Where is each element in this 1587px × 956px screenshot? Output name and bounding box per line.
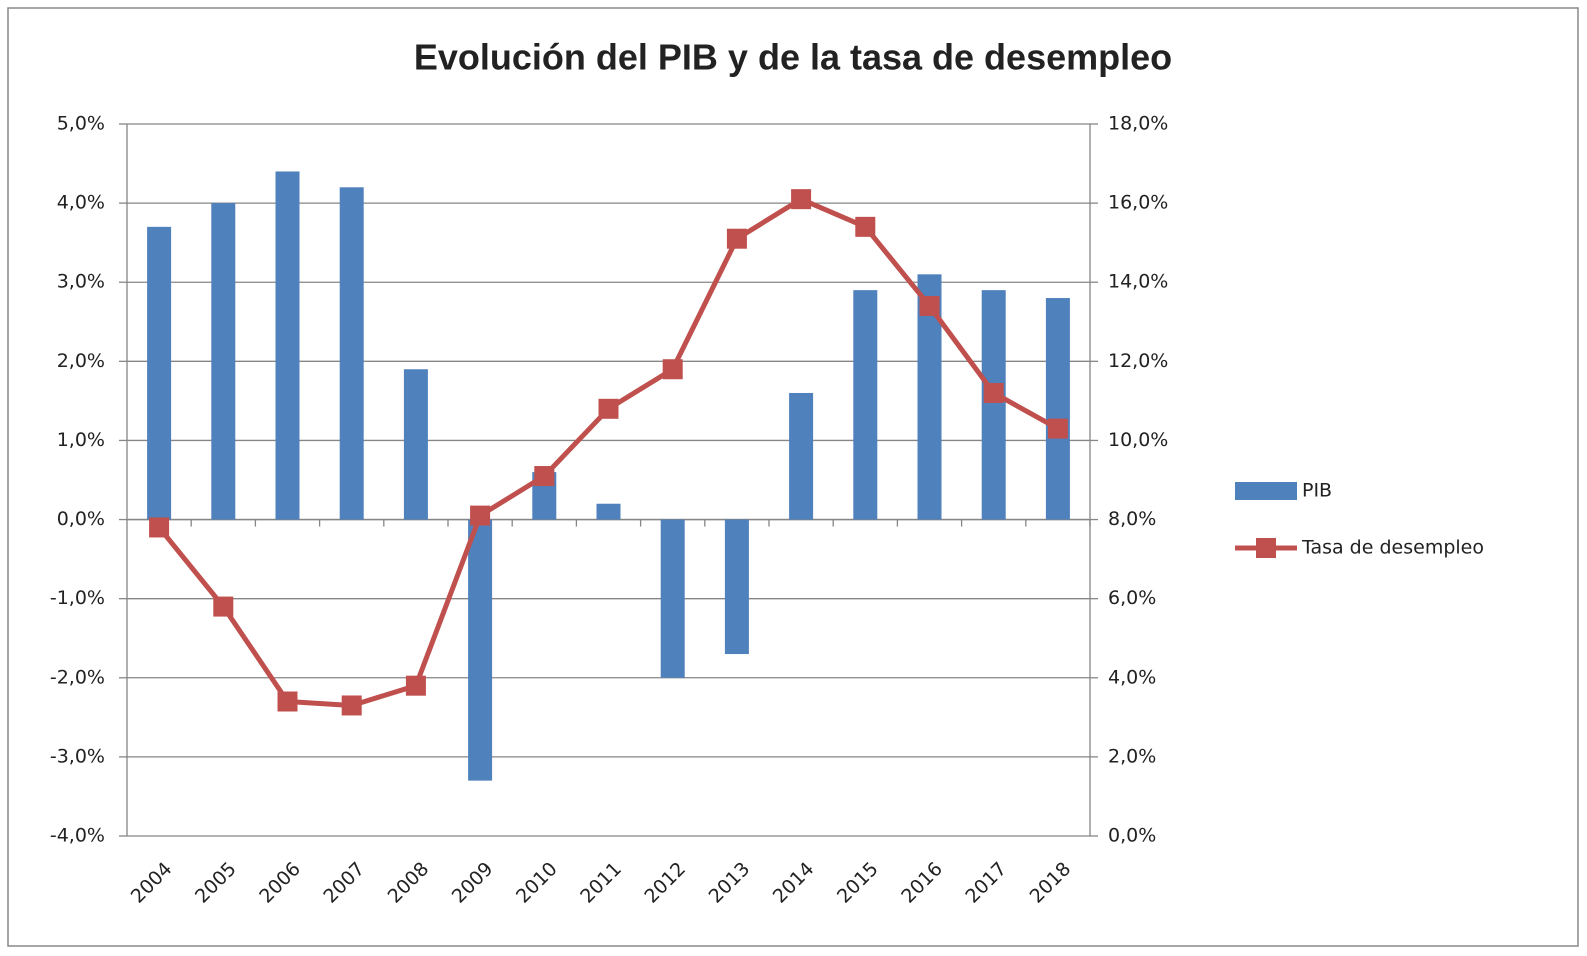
y2-tick-label: 4,0% — [1108, 666, 1156, 688]
bar — [981, 290, 1006, 520]
bar — [660, 519, 685, 678]
bar — [724, 519, 749, 655]
line-marker — [919, 295, 940, 316]
y2-tick-label: 6,0% — [1108, 587, 1156, 609]
y2-tick-label: 8,0% — [1108, 508, 1156, 530]
y2-tick-label: 16,0% — [1108, 192, 1168, 214]
line-marker — [598, 398, 619, 419]
chart-title: Evolución del PIB y de la tasa de desemp… — [414, 37, 1172, 78]
y-tick-label: 1,0% — [57, 429, 105, 451]
line-marker — [534, 466, 555, 487]
bar — [275, 171, 300, 520]
bar — [789, 392, 814, 520]
legend-label: Tasa de desempleo — [1301, 537, 1484, 559]
line-marker — [662, 359, 683, 380]
line-marker — [149, 517, 170, 538]
bar — [468, 519, 493, 781]
legend-marker — [1256, 538, 1276, 558]
line-marker — [405, 675, 426, 696]
bar — [211, 203, 236, 520]
y-tick-label: -2,0% — [50, 666, 105, 688]
line-marker — [791, 189, 812, 210]
line-marker — [855, 216, 876, 237]
y2-tick-label: 10,0% — [1108, 429, 1168, 451]
y-tick-label: 0,0% — [57, 508, 105, 530]
y2-tick-label: 0,0% — [1108, 825, 1156, 847]
legend-label: PIB — [1302, 480, 1332, 502]
y2-tick-label: 18,0% — [1108, 113, 1168, 135]
line-marker — [726, 228, 747, 249]
y-tick-label: -4,0% — [50, 825, 105, 847]
y-tick-label: 5,0% — [57, 113, 105, 135]
y-tick-label: -1,0% — [50, 587, 105, 609]
line-marker — [983, 382, 1004, 403]
bar — [853, 290, 878, 520]
y2-tick-label: 2,0% — [1108, 745, 1156, 767]
line-marker — [1047, 418, 1068, 439]
y-tick-label: -3,0% — [50, 745, 105, 767]
y2-tick-label: 12,0% — [1108, 350, 1168, 372]
bar — [339, 187, 364, 520]
y-tick-label: 4,0% — [57, 192, 105, 214]
bar — [596, 503, 621, 520]
line-marker — [213, 596, 234, 617]
line-marker — [277, 691, 298, 712]
line-marker — [470, 505, 491, 526]
y-tick-label: 3,0% — [57, 271, 105, 293]
y2-tick-label: 14,0% — [1108, 271, 1168, 293]
y-tick-label: 2,0% — [57, 350, 105, 372]
bar — [403, 369, 428, 520]
bar — [147, 226, 172, 520]
line-marker — [341, 695, 362, 716]
bar — [1045, 298, 1070, 520]
legend-swatch — [1235, 482, 1297, 500]
